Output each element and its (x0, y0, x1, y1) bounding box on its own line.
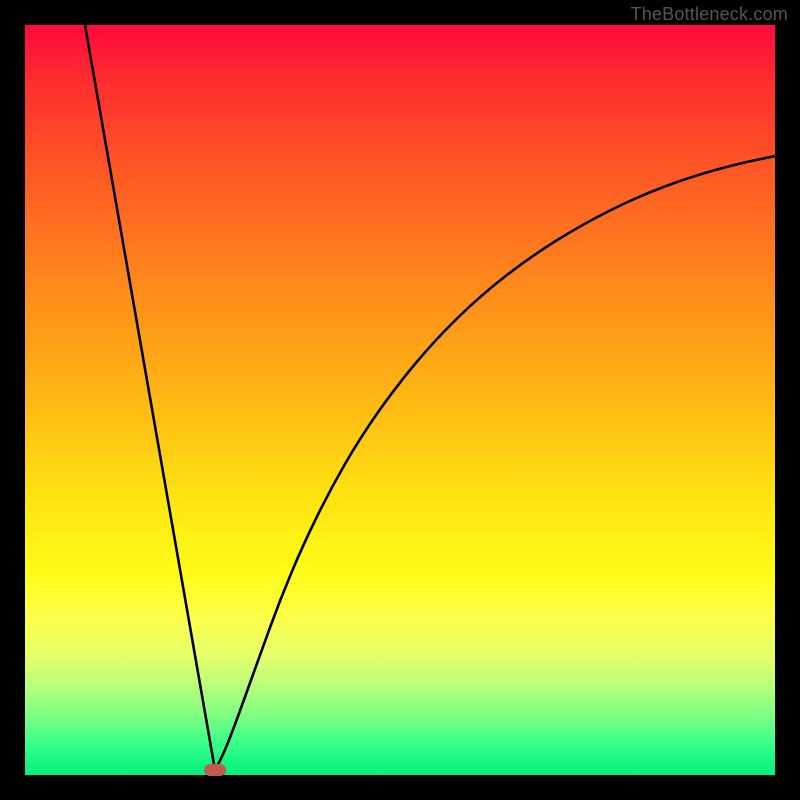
watermark-text: TheBottleneck.com (631, 4, 788, 25)
chart-frame (25, 25, 775, 775)
